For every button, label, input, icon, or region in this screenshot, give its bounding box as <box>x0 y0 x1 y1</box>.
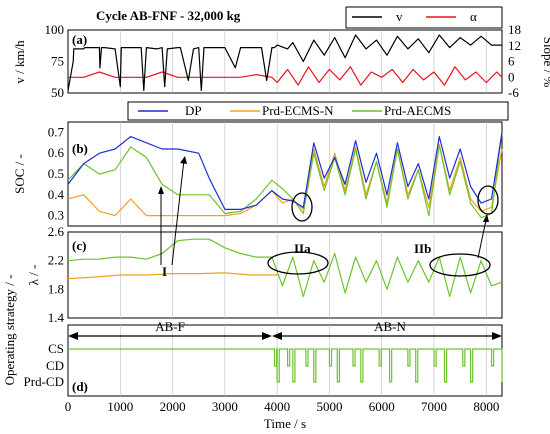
ylabel-c: λ / - <box>26 265 41 286</box>
series-b-dp-line <box>67 132 503 210</box>
x-tick-5: 5000 <box>316 399 342 414</box>
d-y-tick-1: CD <box>46 358 64 373</box>
x-tick-2: 2000 <box>160 399 186 414</box>
x-tick-8: 8000 <box>473 399 499 414</box>
legend-alpha-label: α <box>470 9 477 24</box>
x-tick-7: 7000 <box>421 399 447 414</box>
legend-a: v α <box>345 6 503 29</box>
legend-v-label: v <box>396 9 403 24</box>
annotation-IIa: IIa <box>267 192 329 275</box>
tick-labels: 5075100-60612180.30.40.50.60.71.41.82.22… <box>24 22 521 414</box>
x-tick-6: 6000 <box>369 399 395 414</box>
d-y-tick-0: Prd-CD <box>24 374 64 389</box>
panel-b-frame <box>67 121 503 227</box>
panel-c-label: (c) <box>72 238 86 253</box>
c-y-tick-3: 2.6 <box>48 224 65 239</box>
c-y-tick-1: 1.8 <box>48 281 64 296</box>
legend-dp-label: DP <box>185 103 202 118</box>
xlabel: Time / s <box>264 416 306 431</box>
series-b-aecms-line <box>67 132 503 219</box>
series-c-ecms-line <box>67 272 278 280</box>
figure-title: Cycle AB-FNF - 32,000 kg <box>96 8 241 23</box>
panel-b-label: (b) <box>72 141 88 156</box>
a-y-tick-1: 75 <box>51 54 64 69</box>
annotation-I: I <box>158 156 187 279</box>
b-y-tick-1: 0.4 <box>48 187 65 202</box>
segment-abf-label: AB-F <box>155 319 185 334</box>
a-y2-tick-3: 12 <box>508 38 521 53</box>
ylabel-d: Operating strategy / - <box>2 275 17 386</box>
series-c-aecms-line <box>67 238 503 298</box>
a-y2-tick-4: 18 <box>508 22 521 37</box>
a-y-tick-2: 100 <box>45 22 65 37</box>
series-b-ecms-line <box>67 144 503 217</box>
annotation-IIa-label: IIa <box>294 241 311 256</box>
panel-a-frame <box>67 29 503 94</box>
panel-d-label: (d) <box>72 379 88 394</box>
y2label-a: Slope / % <box>541 37 550 88</box>
segment-abn-label: AB-N <box>374 319 406 334</box>
ylabel-b: SOC / - <box>12 154 27 194</box>
a-y2-tick-2: 6 <box>508 54 515 69</box>
annotation-IIb: IIb <box>414 185 499 277</box>
legend-b: DP Prd-ECMS-N Prd-AECMS <box>127 101 509 121</box>
panel-c-frame <box>67 231 503 319</box>
series-v-line <box>67 34 502 92</box>
series-d-strategy-line <box>68 348 503 383</box>
legend-ecms-label: Prd-ECMS-N <box>262 103 334 118</box>
x-tick-1: 1000 <box>107 399 133 414</box>
a-y2-tick-0: -6 <box>508 85 519 100</box>
c-y-tick-2: 2.2 <box>48 253 64 268</box>
series-lines <box>67 34 503 383</box>
c-y-tick-0: 1.4 <box>48 310 65 325</box>
x-tick-0: 0 <box>65 399 72 414</box>
ylabel-a: v / km/h <box>12 40 27 84</box>
x-tick-3: 3000 <box>212 399 238 414</box>
b-y-tick-3: 0.6 <box>48 145 65 160</box>
a-y-tick-0: 50 <box>51 85 64 100</box>
b-y-tick-4: 0.7 <box>48 124 65 139</box>
panel-a-label: (a) <box>72 32 87 47</box>
legend-aecms-label: Prd-AECMS <box>384 103 451 118</box>
d-y-tick-2: CS <box>48 341 64 356</box>
a-y2-tick-1: 0 <box>508 69 515 84</box>
b-y-tick-2: 0.5 <box>48 166 64 181</box>
series-alpha-line <box>68 66 503 86</box>
b-y-tick-0: 0.3 <box>48 208 64 223</box>
x-tick-4: 4000 <box>264 399 290 414</box>
segment-arrows: AB-F AB-N <box>68 319 502 340</box>
annotation-IIb-label: IIb <box>414 241 431 256</box>
annotation-I-label: I <box>162 264 167 279</box>
